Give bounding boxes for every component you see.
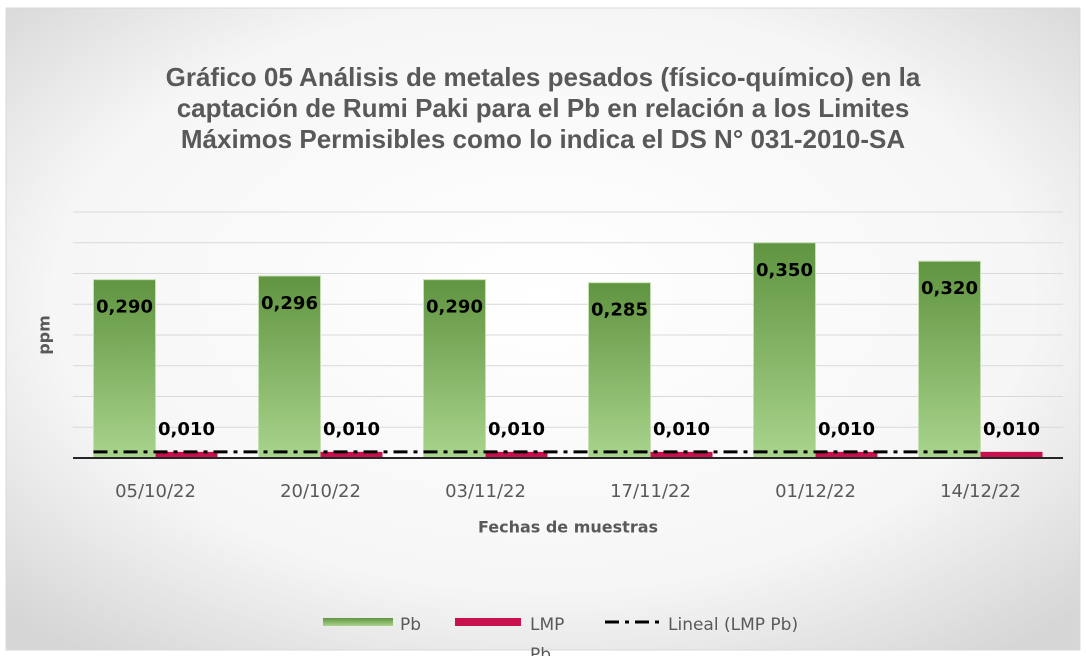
x-tick-label: 17/11/22 bbox=[610, 481, 691, 502]
bar bbox=[93, 279, 156, 459]
data-label: 0,010 bbox=[158, 419, 215, 440]
bar bbox=[815, 451, 878, 458]
data-label: 0,010 bbox=[323, 419, 380, 440]
chart-background bbox=[5, 7, 1081, 651]
legend-label: LMP Pb bbox=[530, 615, 565, 656]
x-tick-label: 20/10/22 bbox=[280, 481, 361, 502]
data-label: 0,010 bbox=[653, 419, 710, 440]
x-axis-title: Fechas de muestras bbox=[478, 518, 658, 537]
bar bbox=[588, 282, 651, 459]
bar bbox=[980, 451, 1043, 458]
bar bbox=[918, 260, 981, 459]
x-tick-label: 14/12/22 bbox=[940, 481, 1021, 502]
chart-title: Gráfico 05 Análisis de metales pesados (… bbox=[165, 62, 921, 154]
bar bbox=[320, 451, 383, 458]
data-label: 0,010 bbox=[488, 419, 545, 440]
data-label: 0,320 bbox=[921, 278, 978, 299]
data-label: 0,290 bbox=[96, 297, 153, 318]
legend-label: Pb bbox=[400, 615, 422, 635]
data-label: 0,010 bbox=[818, 419, 875, 440]
legend-label: Lineal (LMP Pb) bbox=[668, 615, 799, 635]
bar bbox=[753, 242, 816, 459]
x-tick-label: 01/12/22 bbox=[775, 481, 856, 502]
data-label: 0,350 bbox=[756, 260, 813, 281]
x-tick-label: 05/10/22 bbox=[115, 481, 196, 502]
bar bbox=[423, 279, 486, 459]
data-label: 0,285 bbox=[591, 300, 648, 321]
bar bbox=[258, 275, 321, 459]
legend-swatch bbox=[323, 618, 393, 626]
data-label: 0,296 bbox=[261, 293, 318, 314]
legend-swatch bbox=[455, 618, 521, 626]
data-label: 0,290 bbox=[426, 297, 483, 318]
bar bbox=[650, 451, 713, 458]
data-label: 0,010 bbox=[983, 419, 1040, 440]
bar bbox=[485, 451, 548, 458]
y-axis-title: ppm bbox=[35, 315, 54, 355]
bar bbox=[155, 451, 218, 458]
x-tick-label: 03/11/22 bbox=[445, 481, 526, 502]
